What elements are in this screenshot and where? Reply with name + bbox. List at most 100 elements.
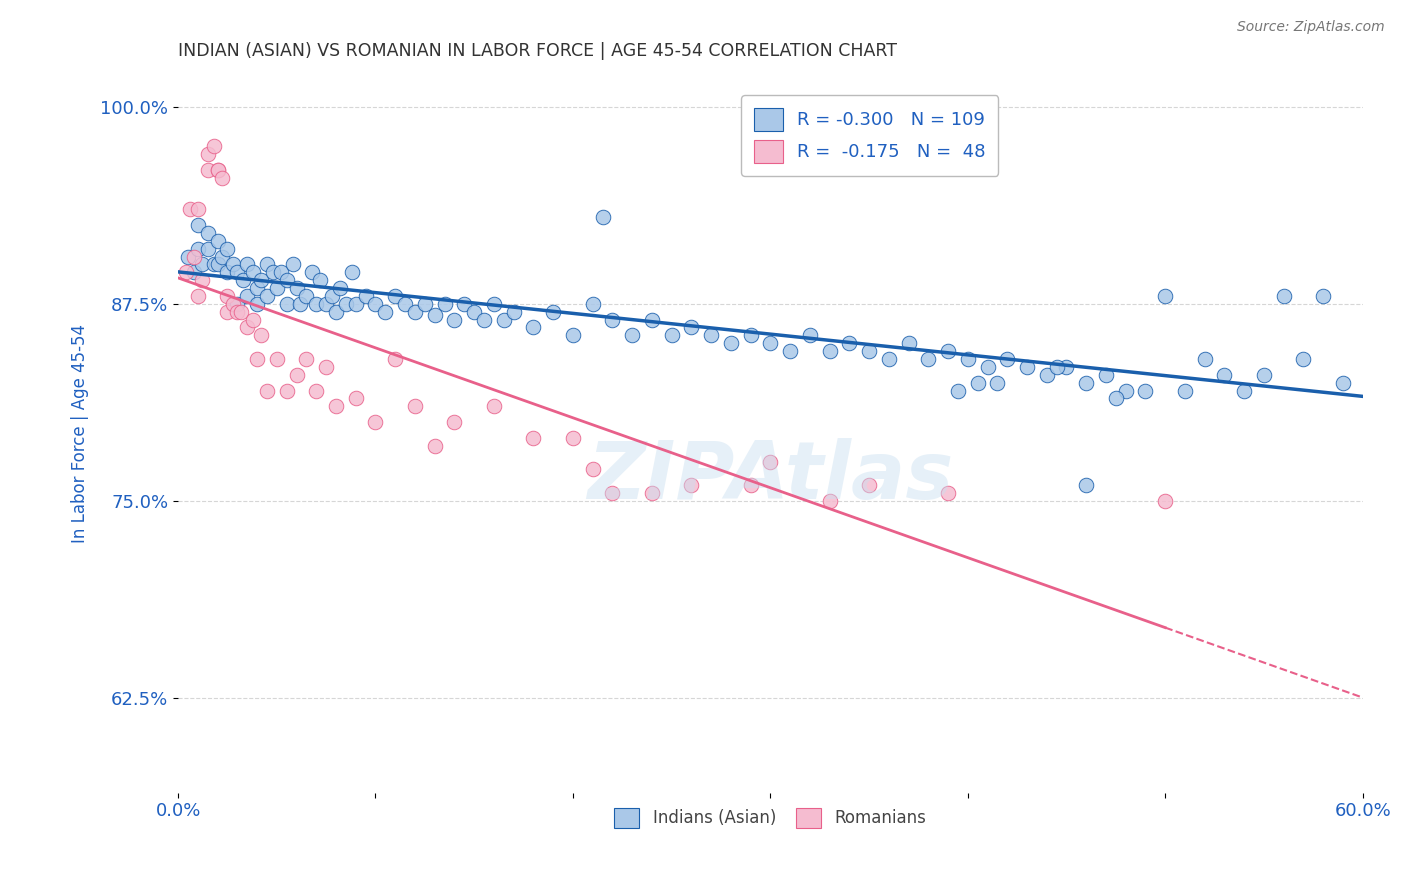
Point <box>207 162 229 177</box>
Point <box>270 265 292 279</box>
Point <box>1046 359 1069 374</box>
Point <box>384 352 406 367</box>
Point <box>936 486 959 500</box>
Point <box>295 352 318 367</box>
Point <box>502 304 524 318</box>
Point <box>285 281 308 295</box>
Point <box>1253 368 1275 382</box>
Point <box>592 210 614 224</box>
Point <box>936 344 959 359</box>
Point <box>217 304 239 318</box>
Point <box>305 297 328 311</box>
Point <box>661 328 683 343</box>
Point <box>242 312 264 326</box>
Point <box>720 336 742 351</box>
Point <box>256 289 278 303</box>
Point <box>344 297 367 311</box>
Point <box>956 352 979 367</box>
Point <box>700 328 723 343</box>
Point <box>759 336 782 351</box>
Point <box>207 162 229 177</box>
Point <box>1213 368 1236 382</box>
Point <box>207 257 229 271</box>
Point <box>187 218 209 232</box>
Point <box>364 297 387 311</box>
Point <box>231 304 253 318</box>
Point <box>222 257 245 271</box>
Point <box>340 265 363 279</box>
Point <box>329 281 352 295</box>
Point <box>191 273 214 287</box>
Point <box>354 289 377 303</box>
Point <box>207 234 229 248</box>
Point <box>976 359 998 374</box>
Point <box>1135 384 1157 398</box>
Point <box>433 297 456 311</box>
Point <box>966 376 988 390</box>
Point <box>995 352 1018 367</box>
Point <box>202 257 225 271</box>
Text: INDIAN (ASIAN) VS ROMANIAN IN LABOR FORCE | AGE 45-54 CORRELATION CHART: INDIAN (ASIAN) VS ROMANIAN IN LABOR FORC… <box>179 42 897 60</box>
Point <box>315 359 337 374</box>
Point <box>740 478 762 492</box>
Point <box>946 384 969 398</box>
Point <box>582 297 605 311</box>
Point <box>276 273 298 287</box>
Point <box>582 462 605 476</box>
Point <box>1076 376 1098 390</box>
Point <box>404 304 426 318</box>
Point <box>1174 384 1197 398</box>
Point <box>482 400 505 414</box>
Point <box>217 265 239 279</box>
Point <box>325 400 347 414</box>
Point <box>217 242 239 256</box>
Point <box>217 289 239 303</box>
Point <box>335 297 357 311</box>
Point <box>374 304 396 318</box>
Point <box>384 289 406 303</box>
Point <box>211 250 233 264</box>
Point <box>183 265 205 279</box>
Point <box>246 281 269 295</box>
Point <box>681 478 703 492</box>
Point <box>482 297 505 311</box>
Point <box>1233 384 1256 398</box>
Point <box>266 352 288 367</box>
Point <box>179 202 201 217</box>
Point <box>423 308 446 322</box>
Point <box>1105 392 1128 406</box>
Point <box>1115 384 1137 398</box>
Point <box>1015 359 1038 374</box>
Point <box>256 384 278 398</box>
Point <box>309 273 332 287</box>
Point <box>191 257 214 271</box>
Point <box>740 328 762 343</box>
Point <box>246 297 269 311</box>
Point <box>423 439 446 453</box>
Point <box>1331 376 1354 390</box>
Point <box>799 328 821 343</box>
Point <box>561 328 583 343</box>
Point <box>443 312 465 326</box>
Point <box>681 320 703 334</box>
Point <box>1312 289 1334 303</box>
Point <box>818 494 841 508</box>
Point <box>1292 352 1315 367</box>
Point <box>1056 359 1078 374</box>
Point <box>183 250 205 264</box>
Point <box>266 281 288 295</box>
Point <box>226 304 249 318</box>
Point <box>1076 478 1098 492</box>
Point <box>197 147 219 161</box>
Point <box>602 312 624 326</box>
Point <box>1154 289 1177 303</box>
Point <box>301 265 323 279</box>
Point <box>262 265 284 279</box>
Point <box>413 297 436 311</box>
Point <box>226 297 249 311</box>
Point <box>232 273 254 287</box>
Point <box>621 328 644 343</box>
Point <box>1154 494 1177 508</box>
Point <box>897 336 920 351</box>
Point <box>242 265 264 279</box>
